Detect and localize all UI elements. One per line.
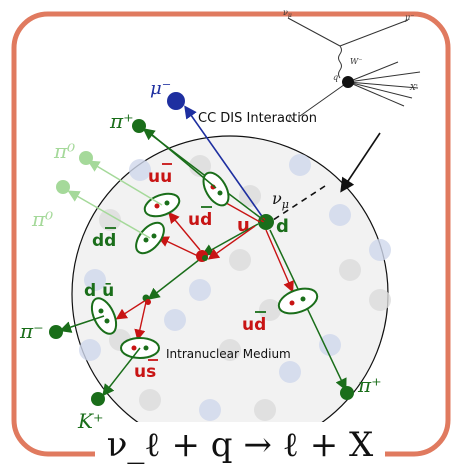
pi-plus-bottom [340,386,354,400]
pi-minus-label: π⁻ [19,319,44,343]
muon-track [184,105,267,223]
inset-q: q [333,73,338,82]
du-bar-label: d ū [84,281,114,301]
pi-plus-top [132,119,146,133]
dd-bar-label: dd [92,231,116,251]
interaction-label: CC DIS Interaction [198,111,317,126]
us-bar-label: us [134,362,156,382]
pi-plus-bottom-label: π⁺ [357,373,382,397]
nu-mu-label: νμ [272,189,289,211]
neutrino-line-solid [340,132,381,193]
inset-vertex [342,76,354,88]
pi-minus [49,325,63,339]
pi-plus-top-label: π⁺ [109,109,134,133]
hadron-ud-2 [277,287,319,315]
inset-mu: μ⁻ [405,13,414,22]
inset-w: W⁻ [350,57,362,66]
pi0-b-label: π⁰ [31,207,53,231]
inset-n: N [287,114,296,123]
inset-diagram: νμ μ⁻ W⁻ q N X' [283,8,421,123]
pi0-b [56,180,70,194]
uu-bar-label: uu [148,167,172,187]
formula-text: ν_ℓ + q → ℓ + X [106,425,374,465]
muon-particle [167,92,185,110]
d-label: d [276,216,289,237]
k-plus [91,392,105,406]
interaction-formula: ν_ℓ + q → ℓ + X [95,422,385,468]
pi0-a [79,151,93,165]
inset-nu: νμ [283,8,292,19]
ud-bar-1-label: ud [188,210,212,230]
medium-label: Intranuclear Medium [166,347,291,361]
hadron-ud-1 [202,171,230,207]
pi0-a-label: π⁰ [53,139,75,163]
inset-x: X' [409,83,418,92]
nucleus [71,135,389,453]
ud-bar-2-label: ud [242,315,266,335]
muon-label: μ⁻ [150,78,171,99]
